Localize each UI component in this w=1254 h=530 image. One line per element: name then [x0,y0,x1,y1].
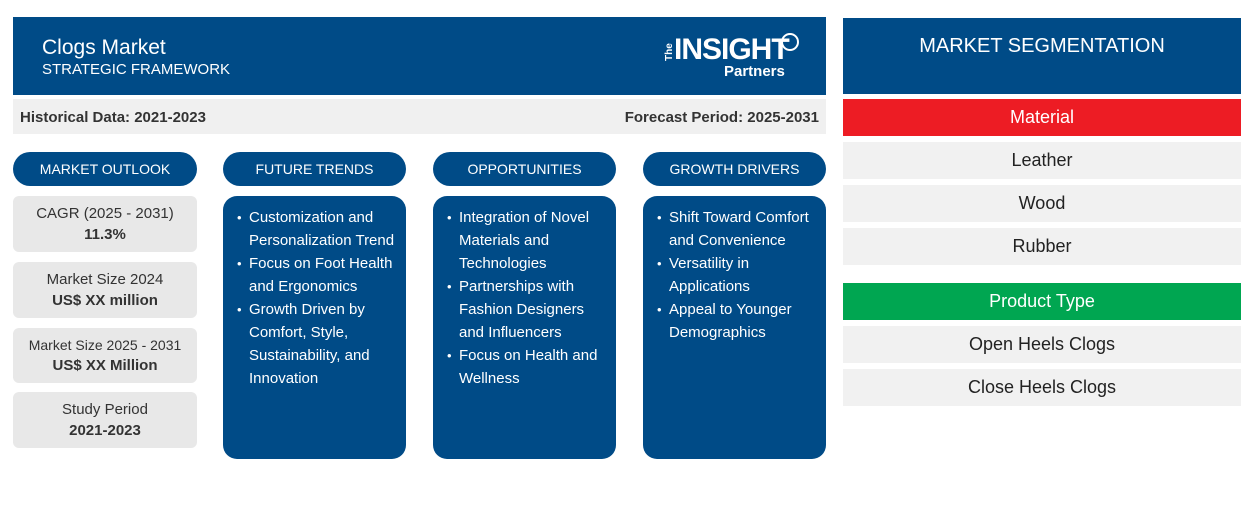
stat-label: Market Size 2024 [46,271,164,288]
forecast-period: Forecast Period: 2025-2031 [624,109,819,126]
list-item: Integration of Novel Materials and Techn… [447,206,608,275]
stat-label: Study Period [62,401,148,418]
page-title: Clogs Market [42,36,166,59]
list-item: Shift Toward Comfort and Convenience [657,206,818,252]
opportunities-heading: OPPORTUNITIES [433,152,616,186]
market-outlook-heading: MARKET OUTLOOK [13,152,197,186]
list-item: Focus on Health and Wellness [447,344,608,390]
stat-value: US$ XX million [52,292,158,309]
insight-partners-logo: The INSIGHT Partners [664,31,804,83]
stat-market-size-forecast: Market Size 2025 - 2031 US$ XX Million [13,328,197,383]
historical-data: Historical Data: 2021-2023 [20,109,206,126]
stat-label: CAGR (2025 - 2031) [36,205,174,222]
list-item: Customization and Personalization Trend [237,206,398,252]
logo-partners: Partners [724,63,785,80]
stat-value: US$ XX Million [52,357,158,374]
stat-market-size-2024: Market Size 2024 US$ XX million [13,262,197,318]
page-subtitle: STRATEGIC FRAMEWORK [42,61,231,78]
growth-drivers-box: Shift Toward Comfort and Convenience Ver… [643,196,826,459]
future-trends-box: Customization and Personalization Trend … [223,196,406,459]
stat-label: Market Size 2025 - 2031 [28,337,182,353]
segment-item: Wood [843,185,1241,222]
stat-value: 11.3% [84,226,126,243]
segment-item: Leather [843,142,1241,179]
list-item: Growth Driven by Comfort, Style, Sustain… [237,298,398,390]
list-item: Appeal to Younger Demographics [657,298,818,344]
segment-category-product-type: Product Type [843,283,1241,320]
list-item: Versatility in Applications [657,252,818,298]
header-banner: Clogs Market STRATEGIC FRAMEWORK The INS… [13,17,826,95]
future-trends-heading: FUTURE TRENDS [223,152,406,186]
opportunities-box: Integration of Novel Materials and Techn… [433,196,616,459]
segment-item: Close Heels Clogs [843,369,1241,406]
segment-category-material: Material [843,99,1241,136]
segment-item: Rubber [843,228,1241,265]
market-segmentation-heading: MARKET SEGMENTATION [843,18,1241,94]
stat-value: 2021-2023 [69,422,141,439]
growth-drivers-heading: GROWTH DRIVERS [643,152,826,186]
list-item: Focus on Foot Health and Ergonomics [237,252,398,298]
stat-study-period: Study Period 2021-2023 [13,392,197,448]
segment-item: Open Heels Clogs [843,326,1241,363]
logo-ring-icon [781,33,799,51]
period-bar: Historical Data: 2021-2023 Forecast Peri… [13,99,826,134]
stat-cagr: CAGR (2025 - 2031) 11.3% [13,196,197,252]
list-item: Partnerships with Fashion Designers and … [447,275,608,344]
logo-insight: INSIGHT [674,33,790,66]
